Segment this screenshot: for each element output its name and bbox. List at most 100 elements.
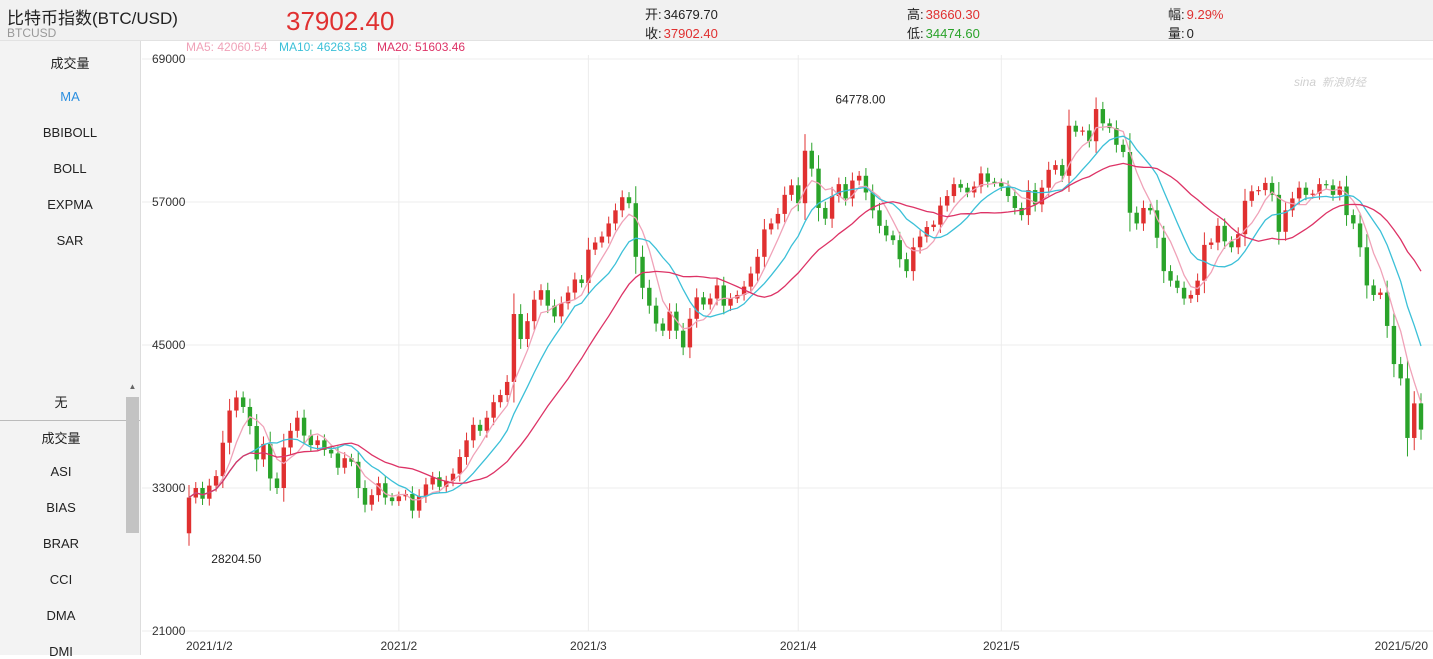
candle-body <box>1317 184 1322 194</box>
low-label: 低: <box>907 26 924 41</box>
scroll-up-arrow-icon[interactable]: ▲ <box>128 382 137 391</box>
candle-body <box>748 273 754 287</box>
candle-body <box>1060 165 1065 176</box>
candle-body <box>633 203 638 257</box>
candle-body <box>978 173 984 187</box>
candle-body <box>234 397 239 411</box>
indicator-boll[interactable]: BOLL <box>53 161 87 176</box>
candle-body <box>1412 403 1417 438</box>
candle-body <box>565 292 571 304</box>
candle-body <box>1378 292 1383 295</box>
candle-body <box>504 381 510 396</box>
candle-body <box>362 488 368 505</box>
candle-body <box>301 417 307 436</box>
sub-indicator-none[interactable]: 无 <box>54 395 68 410</box>
open-label: 开: <box>645 7 662 22</box>
candle-body <box>931 224 936 228</box>
candle-body <box>322 440 327 450</box>
x-tick-label: 2021/3 <box>570 639 607 653</box>
y-tick-label: 57000 <box>152 195 186 209</box>
indicator-volume[interactable]: 成交量 <box>50 56 90 71</box>
high-label: 高: <box>907 7 924 22</box>
candle-body <box>884 225 889 236</box>
candle-body <box>599 236 605 243</box>
close-value: 37902.40 <box>663 26 718 41</box>
candle-body <box>958 184 963 188</box>
candle-body <box>1364 247 1370 286</box>
x-tick-label: 2021/2 <box>380 639 417 653</box>
ma20-legend: MA20: 51603.46 <box>377 40 466 54</box>
candle-body <box>1236 234 1241 248</box>
candle-body <box>1310 193 1315 195</box>
candle-body <box>1019 207 1024 216</box>
scrollbar-thumb[interactable] <box>126 397 139 533</box>
candle-body <box>911 247 916 272</box>
candle-body <box>450 473 456 481</box>
candle-body <box>728 298 733 306</box>
candle-body <box>491 402 496 418</box>
candle-body <box>924 227 930 237</box>
symbol-code: BTCUSD <box>7 26 57 40</box>
ma5-legend: MA5: 42060.54 <box>186 40 268 54</box>
candle-body <box>741 286 747 295</box>
sub-indicator-brar[interactable]: BRAR <box>42 536 80 551</box>
indicator-bbiboll[interactable]: BBIBOLL <box>42 125 98 140</box>
candle-body <box>1046 169 1051 188</box>
candle-body <box>816 168 821 208</box>
indicator-sar[interactable]: SAR <box>56 233 84 248</box>
candle-body <box>315 440 320 446</box>
sub-indicator-bias[interactable]: BIAS <box>46 500 76 515</box>
candle-body <box>227 410 232 443</box>
x-tick-label: 2021/5/20 <box>1375 639 1429 653</box>
sub-indicator-asi[interactable]: ASI <box>50 464 72 479</box>
x-tick-label: 2021/5 <box>983 639 1020 653</box>
candle-body <box>484 417 490 431</box>
candle-body <box>1337 186 1342 195</box>
candle-body <box>349 458 354 462</box>
high-value: 38660.30 <box>925 7 980 22</box>
candle-body <box>1148 207 1153 211</box>
candle-body <box>782 194 787 214</box>
x-tick-label: 2021/1/2 <box>186 639 233 653</box>
candle-body <box>951 184 957 197</box>
candle-body <box>714 285 720 299</box>
low-value: 34474.60 <box>925 26 980 41</box>
candle-body <box>965 187 970 193</box>
candle-body <box>268 443 273 479</box>
candle-body <box>917 236 923 248</box>
y-tick-label: 21000 <box>152 624 186 638</box>
volume-label: 量: <box>1168 26 1185 41</box>
candle-body <box>1391 325 1397 365</box>
candle-body <box>856 175 862 181</box>
candle-body <box>572 279 578 293</box>
change-label: 幅: <box>1168 7 1185 22</box>
low-stat: 低: 34474.60 <box>907 23 980 42</box>
candle-body <box>186 497 192 534</box>
candle-body <box>836 184 842 197</box>
extreme-value-label: 28204.50 <box>211 552 261 566</box>
candle-body <box>802 150 808 204</box>
candle-body <box>281 447 286 488</box>
candle-body <box>1066 125 1072 176</box>
candle-body <box>356 461 361 488</box>
sub-indicator-dma[interactable]: DMA <box>46 608 76 623</box>
candle-body <box>261 443 266 460</box>
sub-indicator-cci[interactable]: CCI <box>49 572 73 587</box>
candle-body <box>1215 225 1221 243</box>
candle-body <box>1242 200 1248 235</box>
high-stat: 高: 38660.30 <box>907 4 980 23</box>
ma10-line <box>188 135 1422 499</box>
candle-body <box>538 290 544 300</box>
candle-body <box>389 497 395 502</box>
candle-body <box>1398 364 1403 379</box>
indicator-expma[interactable]: EXPMA <box>47 197 93 212</box>
candle-body <box>295 417 300 431</box>
panel-divider <box>0 420 140 421</box>
indicator-ma[interactable]: MA <box>60 89 80 104</box>
candle-body <box>1418 403 1424 430</box>
indicator-panel: 成交量 MA BBIBOLL BOLL EXPMA SAR 无 成交量 ASI … <box>0 41 141 659</box>
sub-indicator-volume[interactable]: 成交量 <box>41 431 81 446</box>
candle-body <box>1141 207 1146 224</box>
candle-body <box>396 496 402 502</box>
